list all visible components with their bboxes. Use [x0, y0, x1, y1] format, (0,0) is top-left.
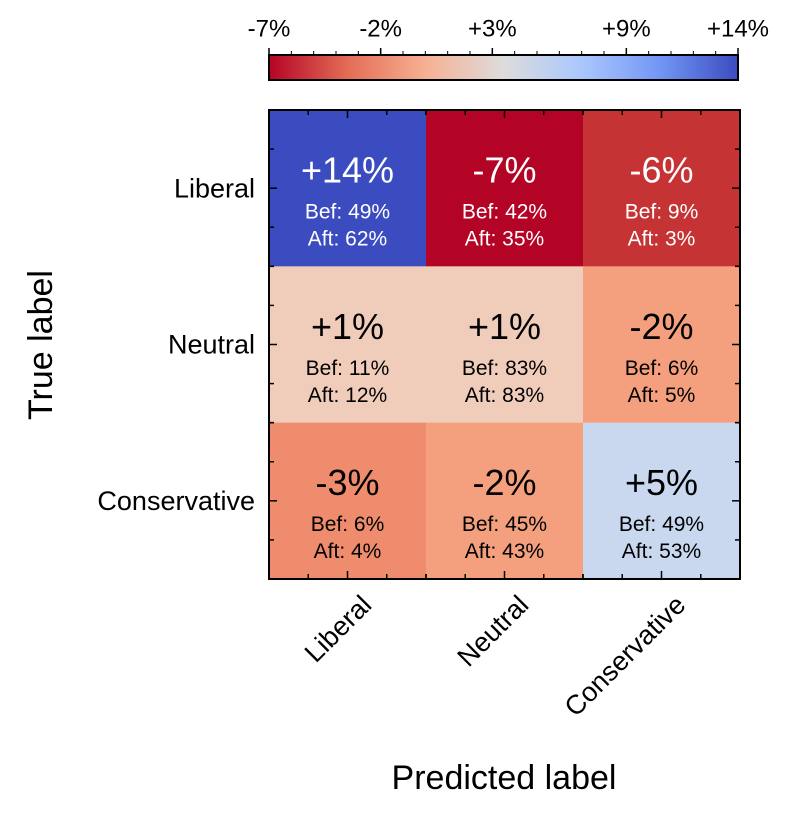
heatmap-cell-fill — [269, 422, 427, 580]
heatmap-cell-fill — [426, 266, 584, 424]
heatmap-cell: -2% Bef: 45% Aft: 43% — [426, 422, 584, 580]
heatmap-cell: +14% Bef: 49% Aft: 62% — [269, 110, 427, 267]
heatmap-cell: -2% Bef: 6% Aft: 5% — [583, 266, 741, 424]
heatmap-cell-fill — [426, 422, 584, 580]
cell-change-label: -2% — [472, 462, 536, 503]
cell-before-label: Bef: 49% — [619, 513, 704, 536]
cell-change-label: +1% — [311, 306, 384, 347]
cell-change-label: -3% — [315, 462, 379, 503]
heatmap-cell-fill — [426, 110, 584, 267]
cell-before-label: Bef: 45% — [462, 513, 547, 536]
colorbar-tick-label: +3% — [468, 15, 517, 42]
cell-after-label: Aft: 53% — [622, 540, 701, 563]
heatmap-cell-fill — [583, 266, 741, 424]
heatmap-cell: +5% Bef: 49% Aft: 53% — [583, 422, 741, 580]
y-axis-label: True label — [22, 270, 60, 420]
heatmap-cell-fill — [269, 110, 427, 267]
cell-after-label: Aft: 35% — [465, 228, 544, 251]
x-tick-label: Neutral — [452, 590, 535, 673]
cell-after-label: Aft: 12% — [308, 384, 387, 407]
heatmap-cells: +14%Bef: 49%Aft: 62%-7%Bef: 42%Aft: 35%-… — [269, 110, 741, 580]
colorbar-gradient — [268, 54, 739, 81]
heatmap-cell-fill — [583, 422, 741, 580]
cell-after-label: Aft: 83% — [465, 384, 544, 407]
cell-before-label: Bef: 11% — [306, 357, 390, 380]
cell-before-label: Bef: 6% — [625, 357, 699, 380]
cell-change-label: -2% — [629, 306, 693, 347]
plot-frame — [268, 109, 741, 580]
colorbar-tick-label: -2% — [359, 15, 402, 42]
colorbar-tick-label: +9% — [602, 15, 651, 42]
cell-after-label: Aft: 62% — [308, 228, 387, 251]
y-tick-labels: Liberal Neutral Conservative — [97, 173, 255, 516]
cell-change-label: +5% — [625, 462, 698, 503]
x-axis-label: Predicted label — [392, 759, 617, 797]
x-tick-labels: Liberal Neutral Conservative — [299, 590, 692, 723]
x-tick-label: Conservative — [559, 590, 692, 723]
cell-before-label: Bef: 6% — [311, 513, 385, 536]
cell-before-label: Bef: 42% — [462, 201, 547, 224]
colorbar: -7% -2% +3% +9% +14% — [248, 15, 769, 81]
cell-change-label: -7% — [472, 150, 536, 191]
cell-after-label: Aft: 4% — [314, 540, 382, 563]
y-tick-label: Neutral — [168, 330, 255, 360]
cell-after-label: Aft: 43% — [465, 540, 544, 563]
heatmap-cell: +1% Bef: 11% Aft: 12% — [269, 266, 427, 424]
cell-after-label: Aft: 3% — [628, 228, 696, 251]
heatmap-cell: -7% Bef: 42% Aft: 35% — [426, 110, 584, 267]
cell-before-label: Bef: 49% — [305, 201, 390, 224]
heatmap-cell-fill — [269, 266, 427, 424]
heatmap-cell-fill — [583, 110, 741, 267]
cell-change-label: +14% — [301, 150, 394, 191]
y-tick-label: Liberal — [174, 173, 255, 203]
colorbar-tick-label: +14% — [707, 15, 769, 42]
heatmap-cell: +1% Bef: 83% Aft: 83% — [426, 266, 584, 424]
heatmap-cell: -6% Bef: 9% Aft: 3% — [583, 110, 741, 267]
x-tick-label: Liberal — [299, 590, 378, 669]
cell-after-label: Aft: 5% — [628, 384, 696, 407]
y-tick-label: Conservative — [97, 486, 255, 516]
cell-before-label: Bef: 9% — [625, 201, 699, 224]
cell-before-label: Bef: 83% — [462, 357, 547, 380]
heatmap-cell: -3% Bef: 6% Aft: 4% — [269, 422, 427, 580]
cell-change-label: -6% — [629, 150, 693, 191]
cell-change-label: +1% — [468, 306, 541, 347]
colorbar-tick-label: -7% — [248, 15, 291, 42]
